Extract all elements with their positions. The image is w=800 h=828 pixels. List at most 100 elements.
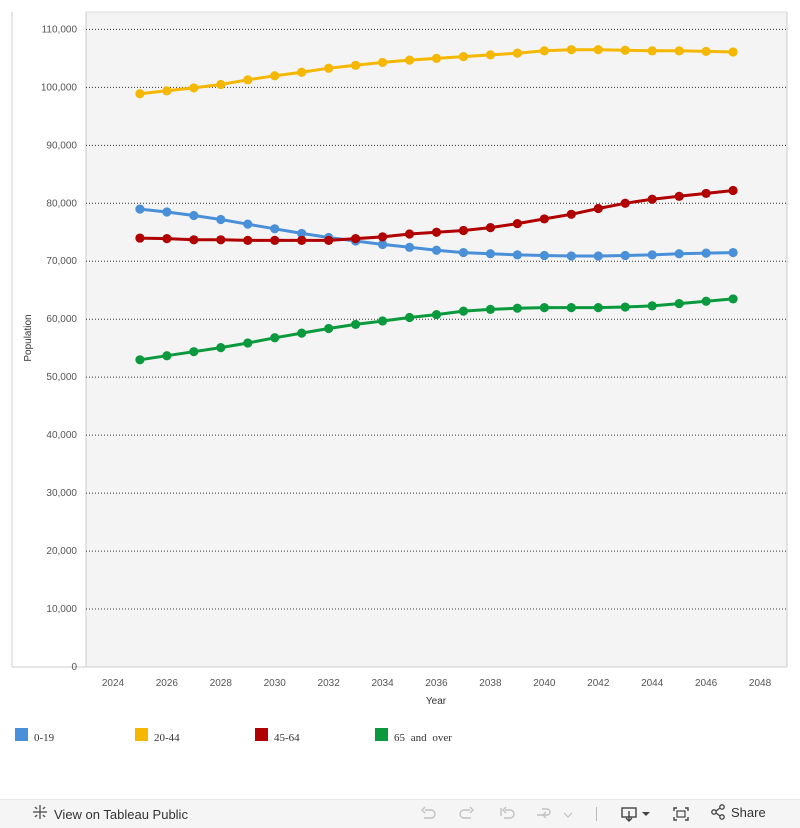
- data-point[interactable]: [216, 79, 226, 90]
- data-point[interactable]: [377, 232, 388, 242]
- refresh-button[interactable]: [534, 805, 574, 823]
- fullscreen-button[interactable]: [671, 805, 691, 823]
- legend-item-45-64[interactable]: 45-64: [255, 722, 300, 746]
- data-point[interactable]: [728, 47, 738, 57]
- data-point[interactable]: [377, 316, 388, 326]
- data-point[interactable]: [216, 343, 226, 353]
- data-point[interactable]: [297, 328, 307, 338]
- data-point[interactable]: [189, 347, 199, 357]
- data-point[interactable]: [135, 204, 145, 214]
- data-point[interactable]: [593, 251, 603, 261]
- data-point[interactable]: [620, 45, 630, 55]
- data-point[interactable]: [377, 57, 388, 68]
- data-point[interactable]: [674, 249, 684, 259]
- data-point[interactable]: [701, 296, 711, 306]
- revert-button[interactable]: [497, 805, 517, 823]
- data-point[interactable]: [539, 214, 549, 224]
- share-button[interactable]: Share: [710, 804, 766, 820]
- data-point[interactable]: [458, 225, 469, 236]
- data-point[interactable]: [485, 304, 496, 314]
- data-point[interactable]: [162, 86, 172, 96]
- data-point[interactable]: [458, 52, 469, 62]
- data-point[interactable]: [162, 234, 172, 244]
- data-point[interactable]: [189, 83, 199, 93]
- data-point[interactable]: [566, 303, 576, 313]
- data-point[interactable]: [162, 207, 172, 217]
- data-point[interactable]: [351, 60, 361, 70]
- data-point[interactable]: [324, 63, 334, 73]
- data-point[interactable]: [270, 235, 280, 245]
- data-point[interactable]: [189, 235, 199, 245]
- data-point[interactable]: [243, 75, 253, 85]
- data-point[interactable]: [728, 185, 738, 196]
- data-point[interactable]: [216, 214, 226, 225]
- data-point[interactable]: [647, 46, 657, 56]
- data-point[interactable]: [674, 191, 684, 201]
- data-point[interactable]: [404, 55, 415, 65]
- data-point[interactable]: [647, 194, 657, 204]
- data-point[interactable]: [512, 303, 522, 313]
- data-point[interactable]: [647, 301, 657, 311]
- data-point[interactable]: [539, 250, 549, 261]
- data-point[interactable]: [458, 247, 469, 258]
- data-point[interactable]: [458, 306, 469, 316]
- data-point[interactable]: [593, 303, 603, 313]
- data-point[interactable]: [162, 351, 172, 361]
- undo-button[interactable]: [418, 805, 438, 823]
- data-point[interactable]: [728, 247, 738, 258]
- data-point[interactable]: [377, 239, 388, 250]
- data-point[interactable]: [135, 355, 145, 365]
- data-point[interactable]: [485, 249, 496, 259]
- data-point[interactable]: [243, 219, 253, 229]
- data-point[interactable]: [135, 233, 145, 243]
- data-point[interactable]: [512, 218, 522, 229]
- data-point[interactable]: [701, 46, 711, 57]
- data-point[interactable]: [404, 312, 415, 323]
- data-point[interactable]: [351, 234, 361, 244]
- legend-item-65-and-over[interactable]: 65 and over: [375, 722, 452, 746]
- data-point[interactable]: [270, 71, 280, 81]
- data-point[interactable]: [620, 302, 630, 312]
- data-point[interactable]: [351, 319, 361, 330]
- data-point[interactable]: [701, 248, 711, 258]
- data-point[interactable]: [216, 235, 226, 245]
- data-point[interactable]: [566, 45, 576, 55]
- data-point[interactable]: [404, 229, 415, 239]
- legend-item-0-19[interactable]: 0-19: [15, 722, 54, 746]
- data-point[interactable]: [324, 323, 334, 334]
- data-point[interactable]: [297, 228, 307, 239]
- data-point[interactable]: [297, 67, 307, 77]
- data-point[interactable]: [431, 53, 442, 63]
- data-point[interactable]: [674, 46, 684, 56]
- data-point[interactable]: [620, 198, 630, 208]
- data-point[interactable]: [270, 224, 280, 234]
- data-point[interactable]: [431, 227, 442, 237]
- data-point[interactable]: [243, 235, 253, 245]
- view-on-tableau-public-link[interactable]: View on Tableau Public: [32, 804, 188, 825]
- data-point[interactable]: [566, 251, 576, 261]
- data-point[interactable]: [297, 235, 307, 245]
- data-point[interactable]: [431, 245, 442, 255]
- legend-item-20-44[interactable]: 20-44: [135, 722, 180, 746]
- data-point[interactable]: [485, 50, 496, 60]
- data-point[interactable]: [431, 309, 442, 320]
- data-point[interactable]: [270, 333, 280, 343]
- data-point[interactable]: [674, 298, 684, 309]
- data-point[interactable]: [539, 46, 549, 56]
- data-point[interactable]: [593, 203, 603, 214]
- data-point[interactable]: [539, 303, 549, 313]
- data-point[interactable]: [512, 250, 522, 260]
- data-point[interactable]: [620, 250, 630, 261]
- data-point[interactable]: [485, 223, 496, 233]
- data-point[interactable]: [647, 250, 657, 260]
- data-point[interactable]: [701, 188, 711, 199]
- data-point[interactable]: [135, 89, 145, 99]
- data-point[interactable]: [404, 242, 415, 252]
- data-point[interactable]: [243, 338, 253, 348]
- download-button[interactable]: [620, 805, 652, 823]
- data-point[interactable]: [189, 210, 199, 221]
- redo-button[interactable]: [457, 805, 477, 823]
- data-point[interactable]: [728, 294, 738, 304]
- data-point[interactable]: [566, 209, 576, 219]
- data-point[interactable]: [324, 235, 334, 245]
